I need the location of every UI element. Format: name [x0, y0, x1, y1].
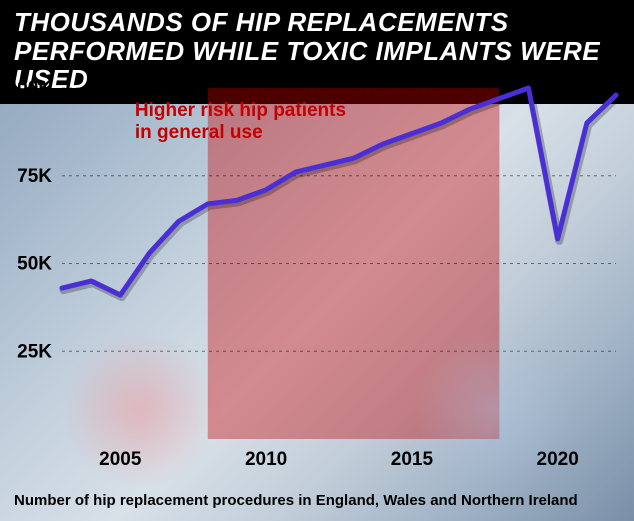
y-axis-label: 25K	[17, 341, 52, 362]
y-axis-label: 75K	[17, 166, 52, 187]
x-axis-label: 2010	[245, 449, 287, 470]
hip-replacements-chart: 25K50K75K100K2005201020152020Higher risk…	[0, 74, 634, 479]
x-axis-label: 2005	[99, 449, 142, 470]
chart-footnote: Number of hip replacement procedures in …	[14, 492, 578, 509]
y-axis-label: 50K	[17, 254, 52, 275]
x-axis-label: 2020	[537, 449, 579, 470]
x-axis-label: 2015	[391, 449, 434, 470]
y-axis-label: 100K	[7, 78, 53, 99]
